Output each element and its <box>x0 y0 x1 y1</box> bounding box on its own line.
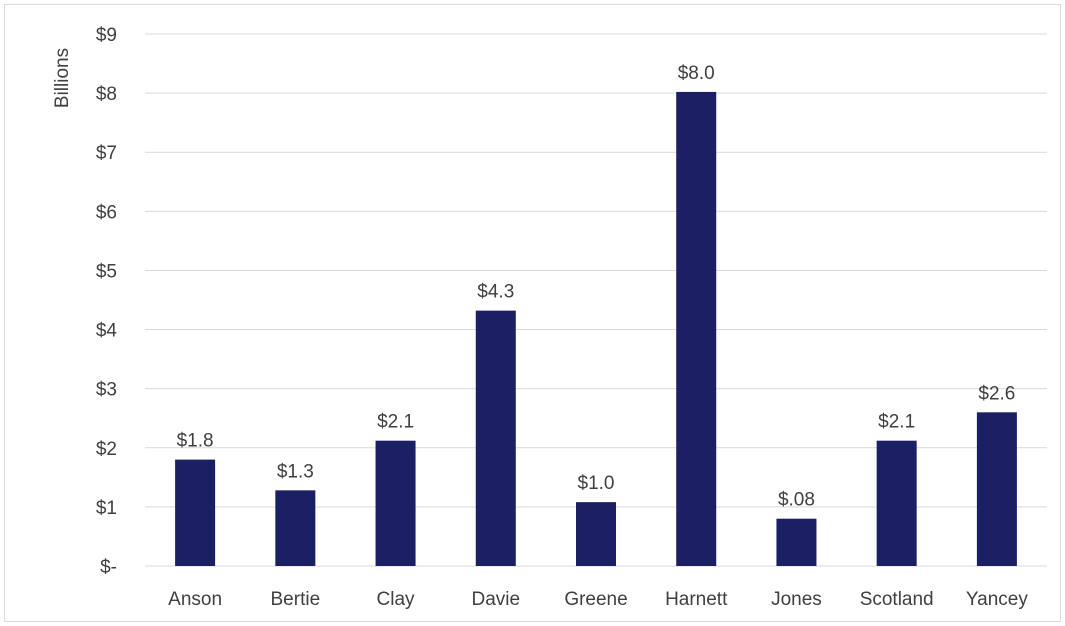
y-tick-label: $4 <box>96 321 118 342</box>
bar-yancey <box>976 412 1017 566</box>
bar-scotland <box>876 440 917 566</box>
y-tick-label: $8 <box>96 84 117 105</box>
data-label: $1.3 <box>277 461 314 482</box>
y-tick-label: $3 <box>96 380 117 401</box>
y-tick-label: $2 <box>96 439 117 460</box>
data-label: $1.8 <box>177 431 214 452</box>
x-category-label: Greene <box>564 589 627 610</box>
bar-harnett <box>676 91 717 566</box>
y-tick-label: $6 <box>96 202 117 223</box>
data-label: $8.0 <box>678 63 715 84</box>
data-labels: $1.8 $1.3 $2.1 $4.3 $1.0 $8.0 $.08 $2.1 $2.6 <box>177 63 1016 511</box>
x-category-label: Scotland <box>860 589 934 610</box>
bar-greene <box>576 502 616 566</box>
y-axis-ticks: $- $1 $2 $3 $4 $5 $6 $7 $8 $9 <box>96 25 118 578</box>
x-category-label: Clay <box>377 589 416 610</box>
x-category-label: Yancey <box>966 589 1028 610</box>
x-axis-categories: Anson Bertie Clay Davie Greene Harnett Jones Sc… <box>168 589 1028 610</box>
bars <box>175 91 1017 566</box>
bar-bertie <box>275 490 316 566</box>
data-label: $4.3 <box>477 282 514 303</box>
data-label: $1.0 <box>578 473 615 494</box>
data-label: $.08 <box>778 490 815 511</box>
x-category-label: Jones <box>771 589 822 610</box>
x-category-label: Davie <box>471 589 520 610</box>
y-tick-label: $5 <box>96 261 117 282</box>
bar-davie <box>475 310 516 566</box>
data-label: $2.1 <box>878 412 915 433</box>
bar-jones <box>776 518 817 566</box>
bar-anson <box>175 459 216 566</box>
x-category-label: Harnett <box>665 589 728 610</box>
bar-clay <box>375 440 416 566</box>
y-tick-label: $7 <box>96 143 117 164</box>
y-axis-title: Billions <box>52 48 73 108</box>
y-tick-label: $- <box>100 557 117 578</box>
data-label: $2.1 <box>377 412 414 433</box>
y-tick-label: $9 <box>96 25 117 46</box>
x-category-label: Bertie <box>271 589 321 610</box>
data-label: $2.6 <box>978 383 1015 404</box>
y-tick-label: $1 <box>96 498 117 519</box>
x-category-label: Anson <box>168 589 222 610</box>
